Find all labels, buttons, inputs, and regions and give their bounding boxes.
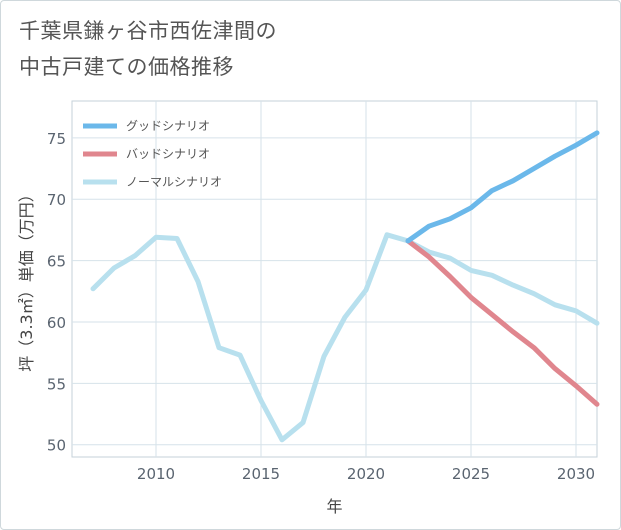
y-tick-label: 65 <box>47 253 66 271</box>
y-tick-label: 70 <box>47 191 66 209</box>
chart-title: 千葉県鎌ヶ谷市西佐津間の 中古戸建ての価格推移 <box>19 13 277 85</box>
series-line-3 <box>90 232 600 443</box>
x-tick-label: 2020 <box>347 465 385 483</box>
plot-frame <box>71 100 598 458</box>
y-tick-label: 60 <box>47 314 66 332</box>
x-tick-label: 2025 <box>452 465 490 483</box>
y-tick-label: 55 <box>47 375 66 393</box>
y-tick-label: 75 <box>47 130 66 148</box>
y-tick-label: 50 <box>47 437 66 455</box>
x-tick-label: 2010 <box>137 465 175 483</box>
legend-label: ノーマルシナリオ <box>126 175 222 189</box>
legend-label: グッドシナリオ <box>126 119 210 133</box>
series-line-1 <box>405 130 600 244</box>
chart-title-line1: 千葉県鎌ヶ谷市西佐津間の <box>19 19 277 43</box>
legend-label: バッドシナリオ <box>126 147 210 161</box>
y-axis-label: 坪（3.3㎡）単価（万円） <box>17 186 36 371</box>
series-line-2 <box>405 238 600 407</box>
x-tick-label: 2030 <box>557 465 595 483</box>
chart-title-line2: 中古戸建ての価格推移 <box>19 55 234 79</box>
x-axis-label: 年 <box>326 497 342 516</box>
x-tick-label: 2015 <box>242 465 280 483</box>
